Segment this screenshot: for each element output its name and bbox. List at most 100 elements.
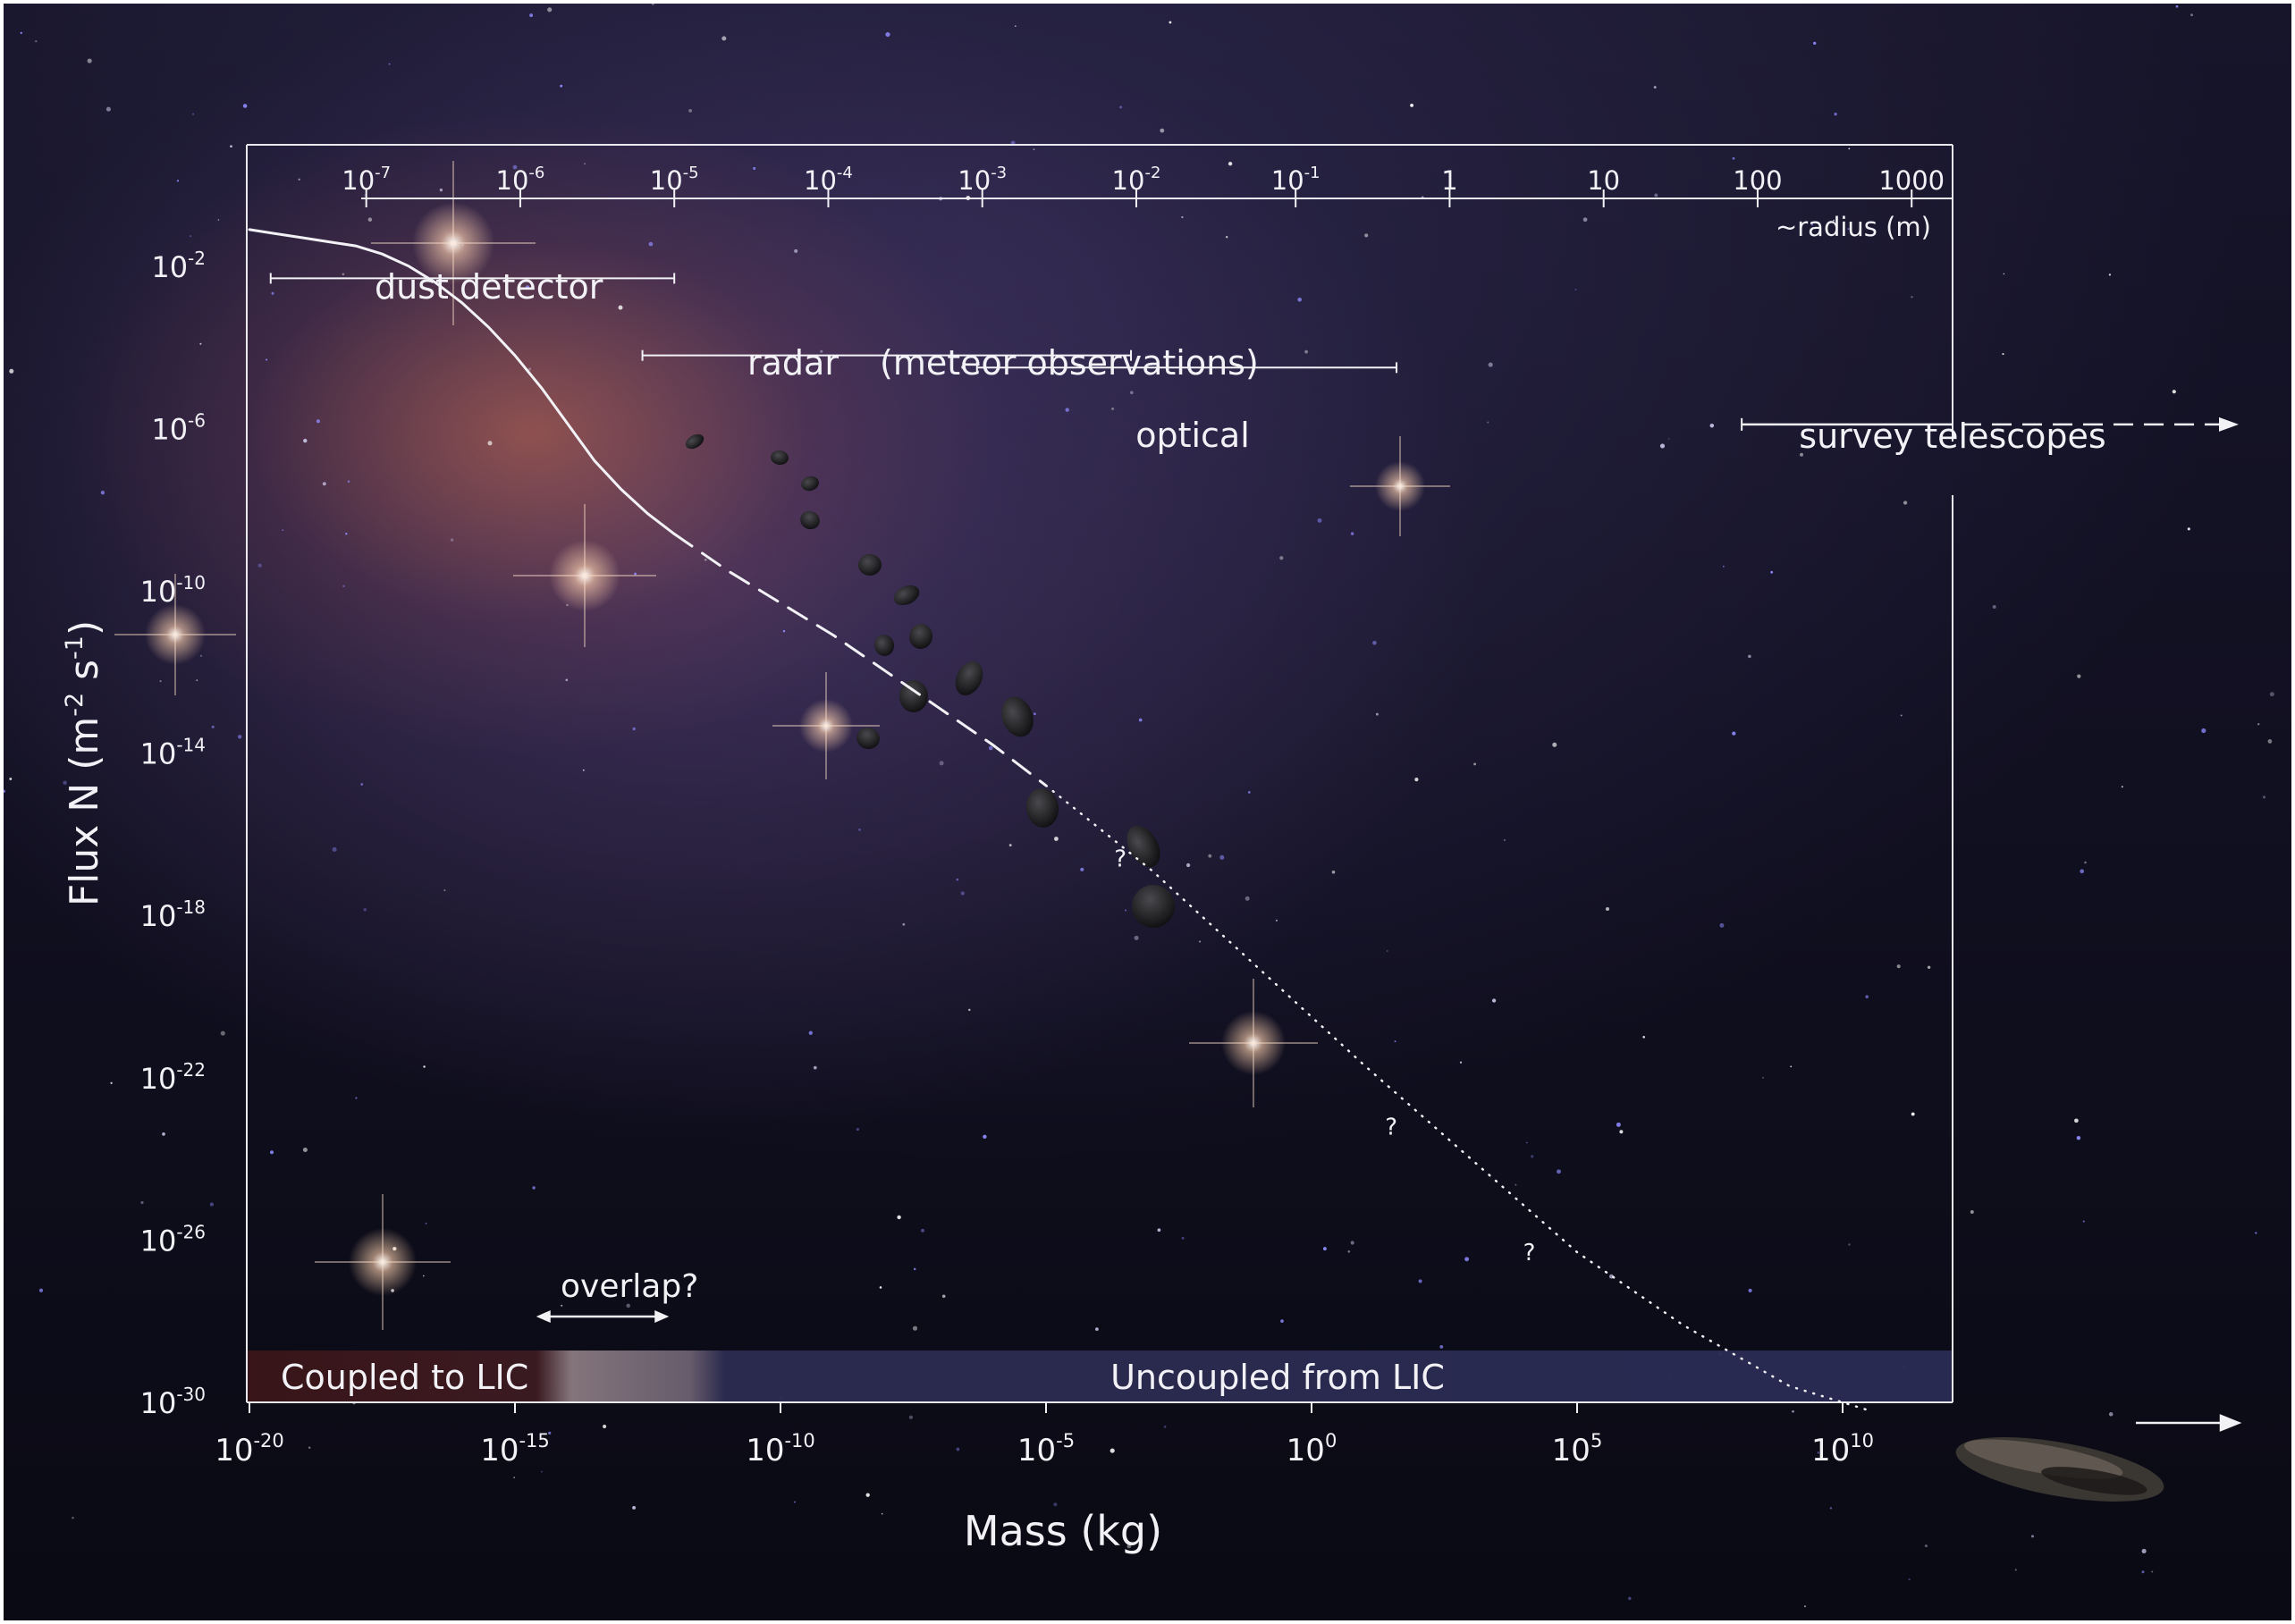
top-tick-base: 10 <box>958 165 991 196</box>
star <box>199 342 202 345</box>
star <box>209 1202 215 1207</box>
star <box>1414 778 1419 782</box>
range-label: survey telescopes <box>1799 417 2105 456</box>
star <box>983 1134 987 1139</box>
star <box>2269 692 2274 697</box>
y-tick-base: 10 <box>140 899 177 933</box>
y-tick-base: 10 <box>140 1224 177 1258</box>
x-tick-exp: -10 <box>784 1430 814 1452</box>
star <box>1364 233 1369 238</box>
star <box>856 1128 859 1132</box>
star <box>2108 1412 2114 1417</box>
rock <box>1001 696 1034 737</box>
star <box>1654 193 1658 198</box>
star <box>1748 1288 1752 1292</box>
star <box>865 1493 870 1497</box>
star <box>190 235 192 238</box>
top-tick-base: 1000 <box>1878 165 1945 196</box>
star <box>1667 438 1670 440</box>
star <box>632 727 636 731</box>
star <box>704 559 707 561</box>
star <box>1605 906 1610 912</box>
flare-star <box>371 161 536 325</box>
star <box>238 735 242 739</box>
range-label: optical <box>1135 416 1250 455</box>
top-tick-base: 10 <box>1112 165 1145 196</box>
star <box>2014 1569 2017 1571</box>
y-tick-base: 10 <box>140 1386 177 1420</box>
top-tick-exp: -7 <box>375 164 391 182</box>
star <box>1770 570 1774 574</box>
x-tick-label: 10-20 <box>215 1430 284 1468</box>
star <box>1347 1250 1351 1253</box>
star <box>885 32 890 38</box>
top-axis-title: ~radius (m) <box>1776 212 1931 242</box>
star <box>303 438 308 443</box>
star <box>782 629 786 633</box>
star <box>1616 1122 1621 1127</box>
star <box>2141 1548 2147 1553</box>
y-tick-exp: -30 <box>176 1384 206 1405</box>
y-tick-base: 10 <box>140 737 177 771</box>
top-tick-label: 1000 <box>1878 165 1945 196</box>
x-tick-label: 105 <box>1552 1430 1603 1468</box>
star <box>1181 1236 1185 1240</box>
y-tick-label: 10-2 <box>151 248 206 284</box>
star <box>2082 1220 2085 1223</box>
star <box>367 217 373 222</box>
star <box>1525 1141 1528 1144</box>
range-arrowhead <box>2219 417 2239 432</box>
star <box>1848 1243 1851 1246</box>
star <box>35 39 38 43</box>
star <box>2003 273 2005 275</box>
star <box>2141 1570 2145 1574</box>
star <box>1053 1502 1058 1507</box>
star <box>176 180 180 182</box>
range-label: radar <box>747 343 839 383</box>
rock <box>685 433 705 450</box>
star <box>4 789 6 793</box>
top-tick-exp: -5 <box>683 164 699 182</box>
star <box>342 273 345 276</box>
flux-curve-solid <box>248 228 676 535</box>
star <box>266 358 268 361</box>
star <box>1582 217 1588 223</box>
interstellar-object <box>1955 1437 2164 1502</box>
star <box>257 563 262 568</box>
star <box>532 1186 536 1190</box>
x-tick-label: 10-10 <box>746 1430 815 1468</box>
star <box>1439 1345 1444 1349</box>
star <box>913 1267 916 1271</box>
star <box>1848 147 1851 150</box>
star <box>9 778 13 780</box>
top-tick-label: 10 <box>1587 165 1620 196</box>
star <box>1896 964 1901 969</box>
star <box>2074 1118 2079 1123</box>
top-tick-label: 10-3 <box>958 164 1007 196</box>
star <box>1552 742 1557 747</box>
y-tick-label: 10-14 <box>140 735 206 771</box>
star <box>1732 731 1736 736</box>
star <box>1111 407 1115 410</box>
star <box>2121 786 2123 788</box>
star <box>547 7 553 13</box>
star <box>230 145 232 148</box>
band-label-uncoupled: Uncoupled from LIC <box>1110 1358 1445 1397</box>
x-tick-label: 10-5 <box>1017 1430 1075 1468</box>
star <box>956 878 959 881</box>
star <box>450 538 454 542</box>
star <box>1832 219 1835 222</box>
star <box>1275 919 1278 921</box>
rock <box>801 475 819 492</box>
star <box>2267 739 2273 744</box>
star <box>1219 854 1225 860</box>
star <box>941 1294 946 1299</box>
top-tick-label: 10-4 <box>804 164 853 196</box>
star <box>1488 362 1493 367</box>
x-tick-base: 10 <box>1017 1433 1056 1468</box>
star <box>1792 1409 1794 1413</box>
star <box>540 1470 543 1473</box>
star <box>487 441 493 446</box>
top-tick-base: 10 <box>804 165 837 196</box>
flare-star <box>114 574 236 695</box>
